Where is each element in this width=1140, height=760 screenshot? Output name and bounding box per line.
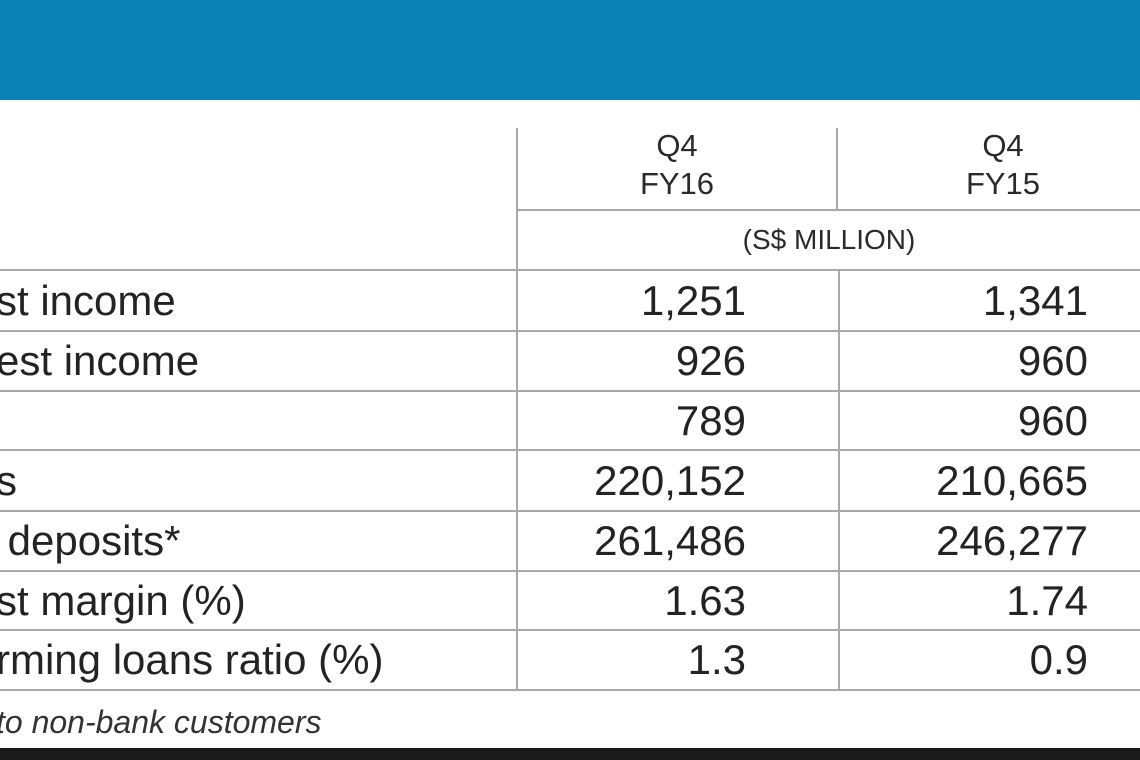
row-label: st income	[0, 277, 176, 324]
table-row: st income 1,251 1,341	[0, 271, 1140, 331]
column-header-fy16-line2: FY16	[639, 166, 715, 201]
row-rule	[0, 629, 1140, 631]
row-label: rming loans ratio (%)	[0, 636, 384, 683]
column-header-fy15-line1: Q4	[982, 128, 1024, 163]
value-fy16: 1,251	[640, 277, 746, 324]
row-rule	[0, 390, 1140, 392]
value-fy16: 789	[675, 397, 746, 444]
value-fy15: 0.9	[1029, 636, 1088, 683]
table-bottom-rule	[0, 689, 1140, 691]
table-row: deposits* 261,486 246,277	[0, 511, 1140, 571]
value-fy15: 246,277	[936, 517, 1088, 564]
value-fy15: 210,665	[936, 457, 1088, 504]
column-header-fy15: Q4 FY15	[838, 127, 1140, 203]
value-fy16: 926	[675, 337, 746, 384]
value-fy15: 960	[1017, 397, 1088, 444]
value-fy16: 220,152	[594, 457, 746, 504]
column-divider-middle-body	[838, 270, 840, 690]
value-fy15: 1,341	[982, 277, 1088, 324]
value-fy16: 1.63	[664, 577, 746, 624]
header-banner	[0, 0, 1140, 100]
column-header-fy15-line2: FY15	[965, 166, 1041, 201]
row-rule	[0, 449, 1140, 451]
row-rule	[0, 570, 1140, 572]
table-row: 789 960	[0, 391, 1140, 451]
row-rule	[0, 510, 1140, 512]
row-label: deposits*	[0, 517, 181, 564]
header-rule	[518, 209, 1140, 211]
row-label: est income	[0, 337, 200, 384]
footnote: to non-bank customers	[0, 704, 322, 740]
unit-label: (S$ MILLION)	[742, 224, 916, 255]
value-fy16: 1.3	[687, 636, 746, 683]
row-rule	[0, 330, 1140, 332]
table-row: est income 926 960	[0, 331, 1140, 391]
table-row: rming loans ratio (%) 1.3 0.9	[0, 630, 1140, 690]
bottom-bar	[0, 748, 1140, 760]
value-fy15: 1.74	[1006, 577, 1088, 624]
table-row: s 220,152 210,665	[0, 451, 1140, 511]
row-label: s	[0, 457, 17, 504]
column-divider-left	[516, 128, 518, 690]
row-label: st margin (%)	[0, 577, 246, 624]
row-rule	[0, 269, 1140, 271]
column-divider-middle-header	[836, 128, 838, 210]
value-fy15: 960	[1017, 337, 1088, 384]
table-row: st margin (%) 1.63 1.74	[0, 571, 1140, 631]
column-header-fy16: Q4 FY16	[518, 127, 836, 203]
value-fy16: 261,486	[594, 517, 746, 564]
column-header-fy16-line1: Q4	[656, 128, 698, 163]
